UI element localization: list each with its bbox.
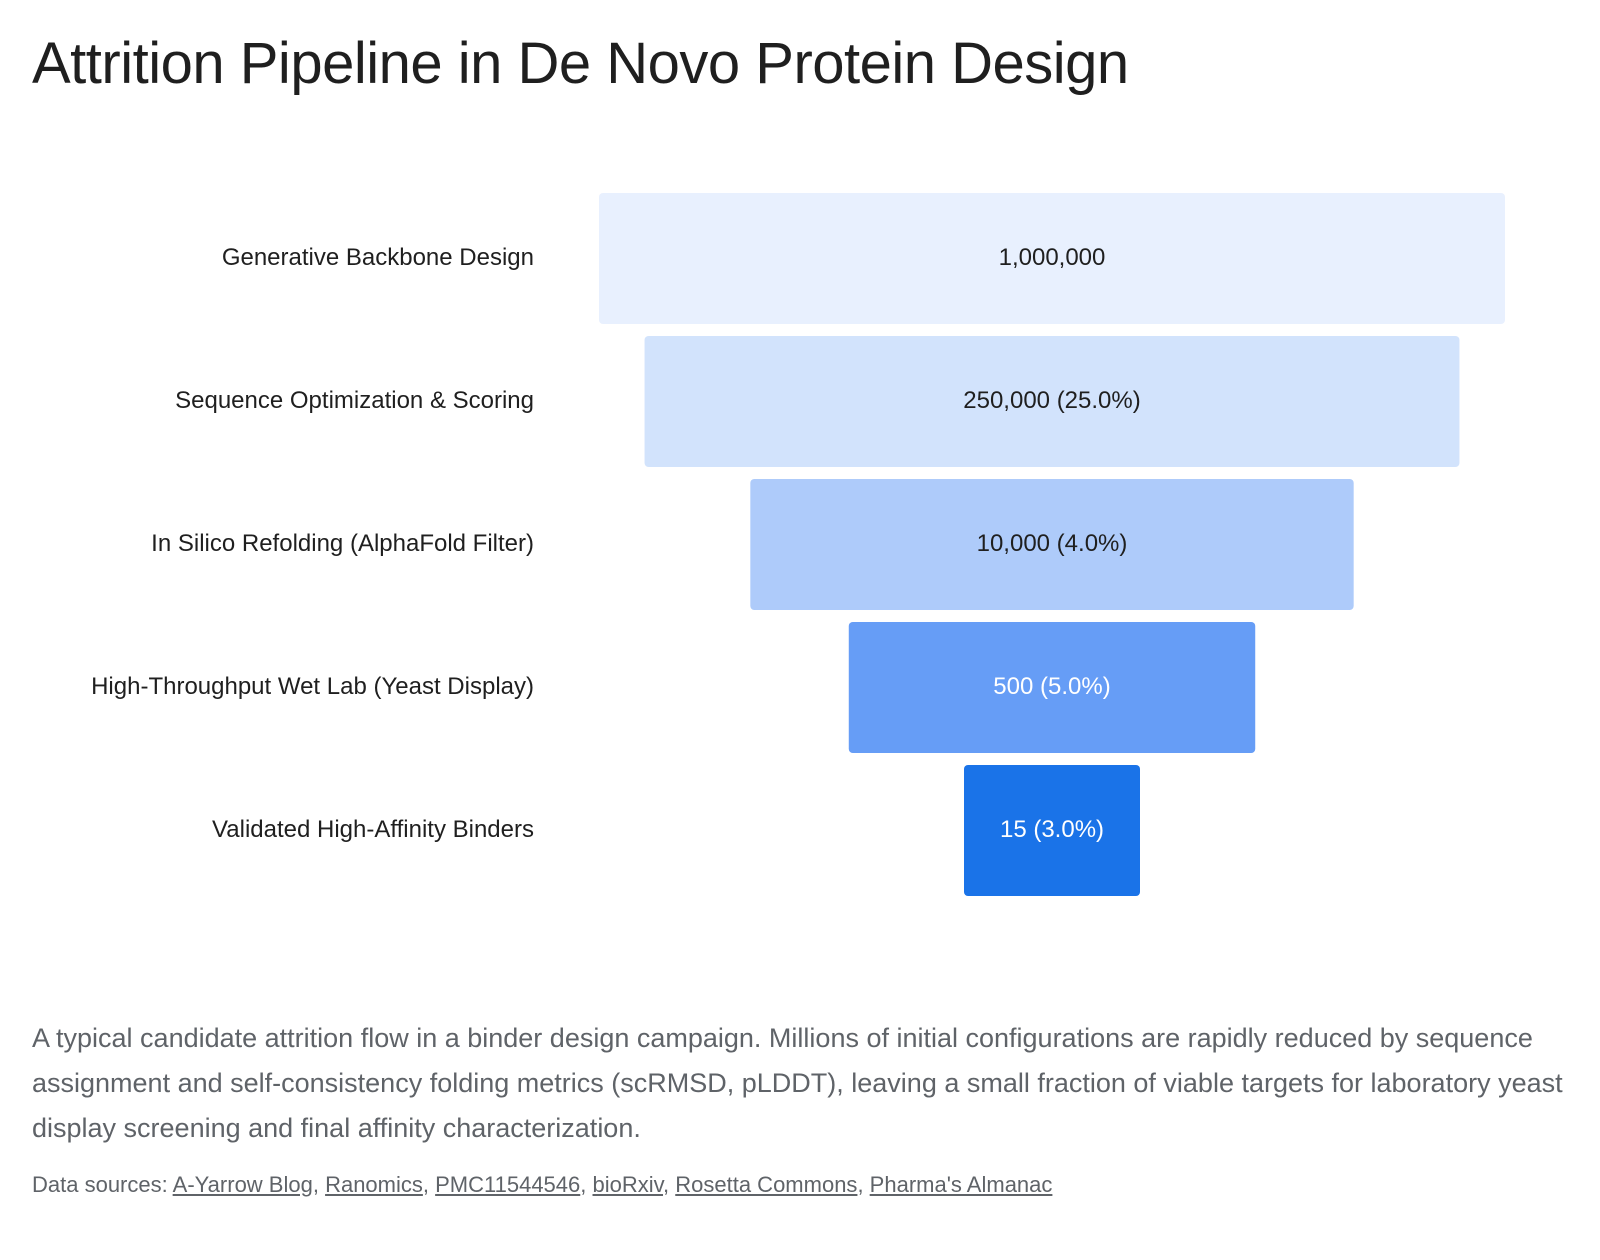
funnel-chart: Generative Backbone Design 1,000,000 Seque…: [91, 193, 1505, 896]
stage-label-validated-high-affinity-binders: Validated High-Affinity Binders: [212, 816, 534, 843]
funnel-bar-validated-high-affinity-binders: [964, 765, 1140, 896]
source-link-ranomics[interactable]: Ranomics: [325, 1172, 423, 1197]
chart-title: Attrition Pipeline in De Novo Protein De…: [32, 31, 1129, 96]
funnel-bar-generative-backbone-design: [599, 193, 1505, 324]
chart-caption: A typical candidate attrition flow in a …: [32, 1023, 1563, 1143]
value-label-sequence-optimization-scoring: 250,000 (25.0%): [963, 387, 1140, 414]
source-link-pharmas-almanac[interactable]: Pharma's Almanac: [869, 1172, 1053, 1197]
stage-label-generative-backbone-design: Generative Backbone Design: [222, 244, 534, 271]
stage-label-high-throughput-wet-lab-yeast-display: High-Throughput Wet Lab (Yeast Display): [91, 673, 534, 700]
value-label-generative-backbone-design: 1,000,000: [999, 244, 1106, 271]
value-label-in-silico-refolding-alphafold-filter: 10,000 (4.0%): [977, 530, 1128, 557]
funnel-bar-high-throughput-wet-lab-yeast-display: [848, 622, 1256, 753]
source-link-a-yarrow-blog[interactable]: A-Yarrow Blog: [172, 1172, 313, 1197]
value-label-high-throughput-wet-lab-yeast-display: 500 (5.0%): [993, 673, 1110, 700]
funnel-bar-sequence-optimization-scoring: [644, 336, 1460, 467]
source-link-biorxiv[interactable]: bioRxiv: [592, 1172, 664, 1197]
funnel-bar-in-silico-refolding-alphafold-filter: [750, 479, 1354, 610]
value-label-validated-high-affinity-binders: 15 (3.0%): [1000, 816, 1104, 843]
stage-label-sequence-optimization-scoring: Sequence Optimization & Scoring: [175, 387, 534, 414]
sources-label: Data sources:: [32, 1172, 168, 1197]
source-link-pmc11544546[interactable]: PMC11544546: [435, 1172, 581, 1197]
source-link-rosetta-commons[interactable]: Rosetta Commons: [675, 1172, 858, 1197]
data-sources: Data sources: A-Yarrow Blog, Ranomics, P…: [32, 1172, 1053, 1197]
stage-label-in-silico-refolding-alphafold-filter: In Silico Refolding (AlphaFold Filter): [151, 530, 534, 557]
